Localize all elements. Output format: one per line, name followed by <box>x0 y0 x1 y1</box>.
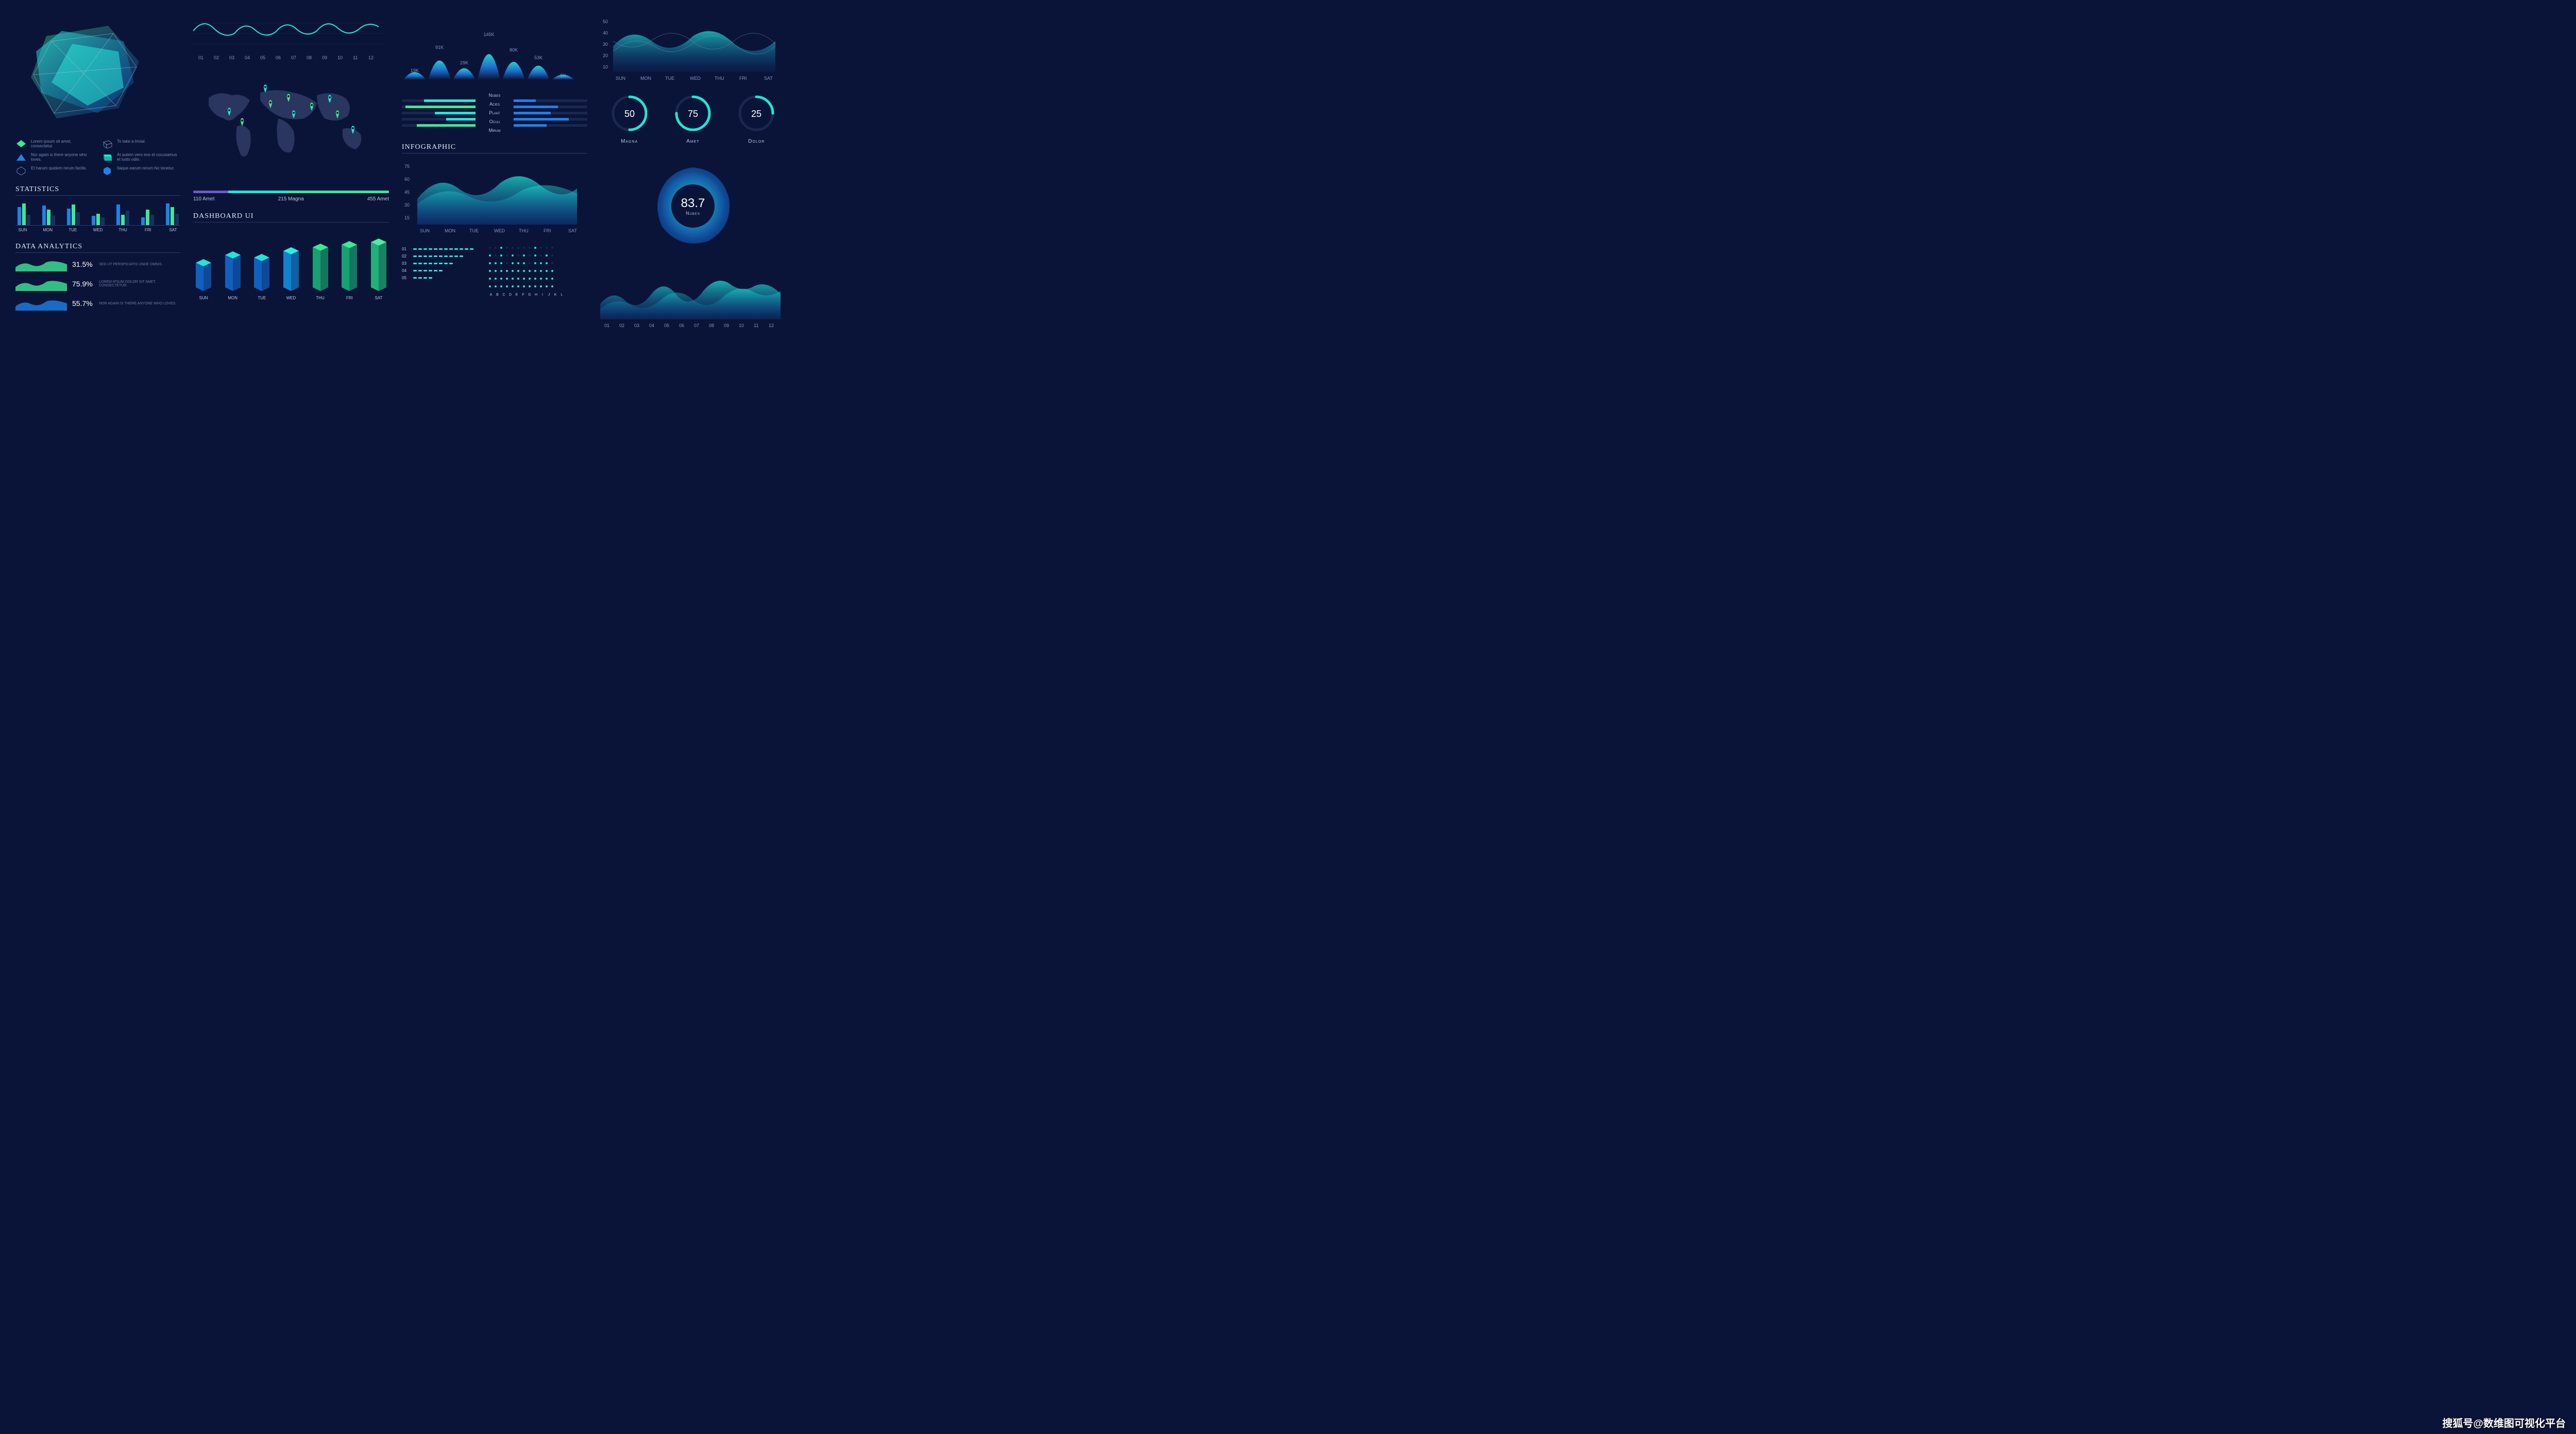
svg-text:04: 04 <box>649 323 654 328</box>
svg-text:THU: THU <box>519 228 529 233</box>
svg-text:20: 20 <box>603 53 608 58</box>
legend-grid: Lorem ipsum sit amet, consectetur. To ta… <box>15 139 180 175</box>
svg-text:60: 60 <box>404 177 410 182</box>
svg-text:11: 11 <box>353 55 358 60</box>
gauges: 50Magna75Amet25Dolor <box>600 93 786 144</box>
svg-text:08: 08 <box>709 323 714 328</box>
svg-text:01: 01 <box>604 323 609 328</box>
svg-text:FRI: FRI <box>739 76 747 81</box>
svg-text:SUN: SUN <box>420 228 430 233</box>
svg-text:09: 09 <box>322 55 327 60</box>
analytics-panel: Data analytics 31.5%Sed ut perspiciatis … <box>15 243 180 316</box>
svg-text:10: 10 <box>603 64 608 70</box>
svg-text:WED: WED <box>494 228 505 233</box>
blob-stat: 83.7Nubes <box>641 155 744 258</box>
svg-text:53K: 53K <box>534 55 543 60</box>
svg-text:29K: 29K <box>460 60 468 65</box>
wave-chart: 01 02 03 04 05 06 07 08 09 10 11 12 <box>193 15 384 67</box>
svg-text:06: 06 <box>679 323 684 328</box>
svg-text:145K: 145K <box>483 32 494 37</box>
svg-text:07: 07 <box>694 323 699 328</box>
peaks-chart: 19K 91K 29K 145K 80K 53K 5K <box>402 15 582 82</box>
bottom-area-chart: 01 02 03 04 05 06 07 08 09 10 11 12 <box>600 268 781 330</box>
watermark: 搜狐号@数维图可视化平台 <box>2442 1415 2566 1430</box>
svg-text:02: 02 <box>214 55 219 60</box>
multiline-chart: 50 40 30 20 10 SUN MON TUE WED THU FRI SAT <box>600 15 781 82</box>
svg-text:45: 45 <box>404 190 410 195</box>
svg-text:75: 75 <box>404 164 410 169</box>
svg-text:75: 75 <box>688 109 698 119</box>
statistics-panel: Statistics SUNMONTUEWEDTHUFRISAT <box>15 185 180 232</box>
svg-text:SAT: SAT <box>764 76 773 81</box>
svg-text:19K: 19K <box>411 68 419 73</box>
svg-text:06: 06 <box>276 55 281 60</box>
svg-text:12: 12 <box>769 323 774 328</box>
svg-text:12: 12 <box>368 55 374 60</box>
svg-text:50: 50 <box>603 19 608 24</box>
svg-text:SUN: SUN <box>616 76 625 81</box>
progress-panel: 110 Amet215 Magna455 Amet <box>193 191 389 202</box>
svg-text:50: 50 <box>624 109 635 119</box>
horizontal-bars: NubesAciesPlantOculiMirum <box>402 93 587 133</box>
svg-text:WED: WED <box>690 76 701 81</box>
svg-text:TUE: TUE <box>469 228 479 233</box>
svg-text:10: 10 <box>739 323 744 328</box>
svg-text:07: 07 <box>291 55 296 60</box>
svg-text:91K: 91K <box>435 45 444 50</box>
svg-text:30: 30 <box>603 42 608 47</box>
svg-text:08: 08 <box>307 55 312 60</box>
svg-text:09: 09 <box>724 323 729 328</box>
svg-text:11: 11 <box>754 323 758 328</box>
svg-text:MON: MON <box>640 76 651 81</box>
svg-text:MON: MON <box>445 228 455 233</box>
svg-text:THU: THU <box>715 76 724 81</box>
dashboard-ui-panel: Dashboard UI SUNMONTUEWEDTHUFRISAT <box>193 212 389 300</box>
svg-text:03: 03 <box>634 323 639 328</box>
world-map <box>193 77 384 180</box>
svg-text:40: 40 <box>603 30 608 36</box>
svg-text:01: 01 <box>198 55 204 60</box>
svg-text:15: 15 <box>404 215 410 220</box>
svg-text:5K: 5K <box>560 73 566 78</box>
svg-text:25: 25 <box>751 109 761 119</box>
svg-text:04: 04 <box>245 55 250 60</box>
svg-text:TUE: TUE <box>665 76 674 81</box>
svg-text:SAT: SAT <box>568 228 577 233</box>
hero-geometric-shape <box>15 15 170 129</box>
svg-text:05: 05 <box>664 323 669 328</box>
svg-text:30: 30 <box>404 202 410 208</box>
svg-text:02: 02 <box>619 323 624 328</box>
svg-text:05: 05 <box>260 55 265 60</box>
infographic-panel: Infographic 7560453015 SUNMONTUEWEDTHUFR… <box>402 143 587 236</box>
svg-text:80K: 80K <box>510 47 518 53</box>
svg-text:03: 03 <box>229 55 234 60</box>
dots-section: 0102030405 ABCDEFGHIJKL <box>402 247 587 297</box>
svg-text:10: 10 <box>337 55 343 60</box>
svg-text:FRI: FRI <box>544 228 551 233</box>
